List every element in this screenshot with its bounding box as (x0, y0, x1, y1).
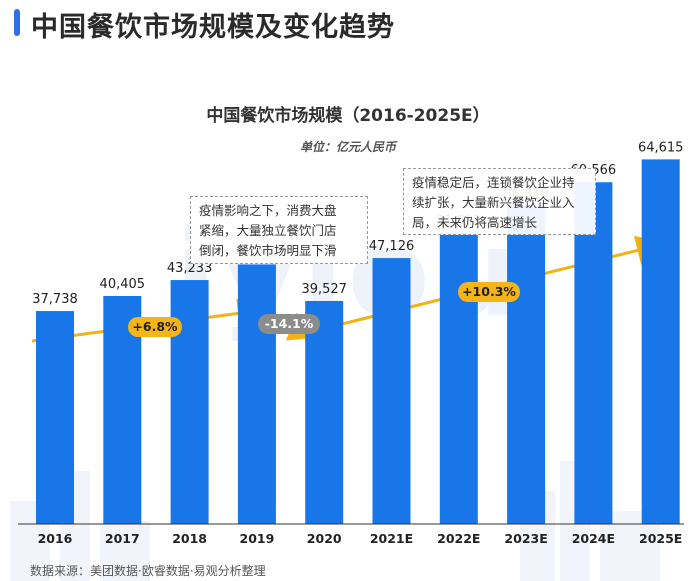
x-axis-tick-labels: 2016 2017 2018 2019 2020 2021E 2022E 2023E 2024E… (38, 531, 683, 546)
value-label-2025E: 64,615 (638, 140, 684, 155)
page-title: 中国餐饮市场规模及变化趋势 (31, 12, 395, 43)
callout-recovery-growth: 疫情稳定后，连锁餐饮企业持 续扩张，大量新兴餐饮企业入 局，未来仍将高速增长 (403, 168, 596, 235)
tick-label-2020: 2020 (307, 531, 342, 546)
bar-2020 (305, 300, 344, 524)
tick-label-2019: 2019 (240, 531, 275, 546)
chart-title: 中国餐饮市场规模（2016-2025E） (206, 106, 490, 126)
bar-2021E (372, 258, 411, 524)
value-label-2020: 39,527 (301, 282, 347, 297)
tick-label-2023E: 2023E (504, 531, 547, 546)
tick-label-2017: 2017 (105, 531, 140, 546)
tick-label-2016: 2016 (38, 531, 73, 546)
title-accent-bar (14, 9, 20, 36)
chart-unit: 单位：亿元人民币 (299, 140, 396, 154)
value-label-2021E: 47,126 (369, 239, 415, 254)
tick-label-2022E: 2022E (437, 531, 480, 546)
value-label-2018: 43,233 (167, 261, 213, 276)
bar-2018 (170, 280, 209, 524)
bar-2023E (507, 206, 546, 524)
bar-2016 (36, 311, 74, 524)
bar-2019 (237, 264, 276, 524)
growth-badge-third: +10.3% (458, 282, 520, 302)
bar-2025E (641, 159, 680, 524)
bars (36, 159, 680, 525)
growth-badge-second: -14.1% (258, 314, 320, 334)
bar-2022E (439, 232, 478, 525)
bar-2024E (574, 182, 613, 524)
tick-label-2021E: 2021E (370, 531, 413, 546)
tick-label-2024E: 2024E (572, 531, 615, 546)
data-source: 数据来源：美团数据·欧睿数据·易观分析整理 (30, 564, 266, 578)
tick-label-2025E: 2025E (639, 531, 682, 546)
value-label-2016: 37,738 (32, 292, 78, 307)
tick-label-2018: 2018 (172, 531, 207, 546)
value-label-2017: 40,405 (100, 277, 146, 292)
growth-badge-first: +6.8% (128, 317, 182, 337)
callout-pandemic-decline: 疫情影响之下，消费大盘 紧缩，大量独立餐饮门店 倒闭，餐饮市场明显下滑 (190, 196, 368, 264)
